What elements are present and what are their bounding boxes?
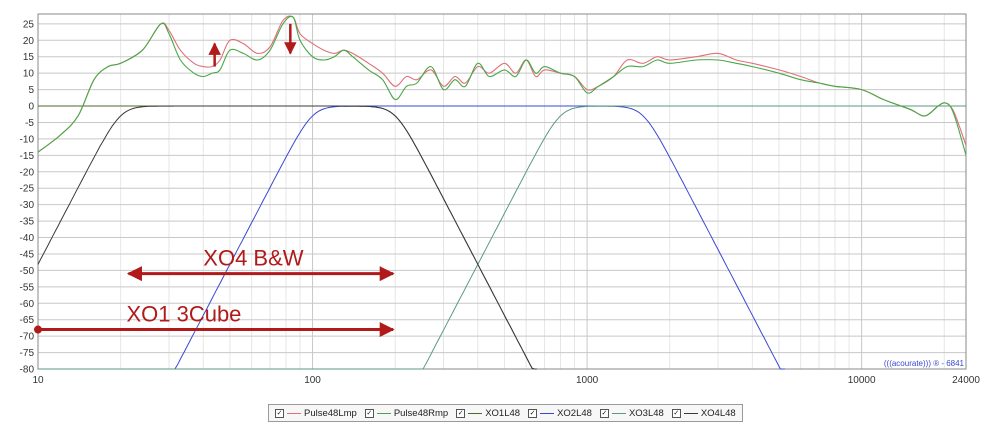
x-tick-label: 100 [304,375,321,386]
series-group [37,15,967,370]
y-tick-label: -5 [25,118,34,129]
y-tick-label: -40 [20,233,35,244]
legend: ✓ Pulse48Lmp ✓ Pulse48Rmp ✓ XO1L48 ✓ XO2L48 ✓ XO3… [268,404,743,422]
y-tick-label: -20 [20,167,35,178]
series-xo4l48 [37,105,537,370]
legend-item-pulse48rmp[interactable]: ✓ Pulse48Rmp [364,407,449,419]
y-tick-label: -15 [20,151,35,162]
y-tick-label: 25 [23,19,35,30]
y-tick-label: -80 [20,365,35,376]
annotation-label: XO1 3Cube [126,302,241,327]
y-tick-label: -10 [20,134,35,145]
legend-item-pulse48lmp[interactable]: ✓ Pulse48Lmp [275,408,357,419]
y-tick-label: -55 [20,282,35,293]
annotation-label: XO4 B&W [203,246,303,271]
legend-swatch [683,412,698,414]
y-tick-label: -50 [20,266,35,277]
annotations: XO4 B&W XO1 3Cube [34,23,395,338]
legend-item-xo2l48[interactable]: ✓ XO2L48 [528,408,592,419]
legend-label: XO4L48 [700,407,736,419]
legend-swatch [468,412,483,414]
legend-checkbox[interactable]: ✓ [599,408,609,418]
x-tick-label: 10 [32,375,44,386]
y-tick-label: -65 [20,315,35,326]
legend-swatch [540,412,555,414]
legend-item-xo1l48[interactable]: ✓ XO1L48 [456,408,520,419]
legend-checkbox[interactable]: ✓ [364,408,374,418]
legend-label: Pulse48Rmp [393,407,449,419]
y-tick-label: -45 [20,249,35,260]
x-axis: 10 100 1000 10000 24000 [32,375,980,386]
legend-checkbox[interactable]: ✓ [456,408,466,418]
y-tick-label: -35 [20,217,35,228]
x-tick-label: 10000 [848,375,876,386]
legend-item-xo4l48[interactable]: ✓ XO4L48 [671,407,736,419]
watermark-text: (((acourate))) ® - 6841 [884,359,965,368]
legend-label: Pulse48Lmp [304,407,357,419]
y-tick-label: 5 [28,85,34,96]
y-tick-label: 15 [23,52,35,63]
plot-area [37,13,967,370]
series-xo2l48 [38,105,785,370]
legend-item-xo3l48[interactable]: ✓ XO3L48 [599,407,664,419]
y-axis: 25 20 15 10 5 0 -5 -10 -15 -20 -25 -30 -35 -40 -45 -50 -… [20,19,35,375]
y-tick-label: 10 [23,69,35,80]
legend-checkbox[interactable]: ✓ [275,408,284,418]
x-tick-label: 24000 [952,375,980,386]
grid [38,14,966,370]
y-tick-label: -70 [20,332,35,343]
legend-checkbox[interactable]: ✓ [528,408,538,418]
series-pulse48lmp [37,15,967,153]
y-tick-label: 0 [28,102,34,113]
y-tick-label: -60 [20,299,35,310]
legend-label: XO1L48 [485,407,521,419]
legend-swatch [287,412,301,414]
annotation-dot [34,325,42,334]
y-tick-label: -75 [20,348,35,359]
legend-checkbox[interactable]: ✓ [671,408,681,418]
legend-swatch [376,412,391,414]
legend-label: XO2L48 [557,407,592,419]
legend-label: XO3L48 [628,407,664,419]
series-xo3l48 [38,105,966,370]
x-tick-label: 1000 [576,375,599,386]
y-tick-label: -30 [20,200,35,211]
y-tick-label: -25 [20,184,35,195]
y-tick-label: 20 [23,36,35,47]
series-pulse48rmp [37,15,967,156]
legend-swatch [611,412,626,414]
